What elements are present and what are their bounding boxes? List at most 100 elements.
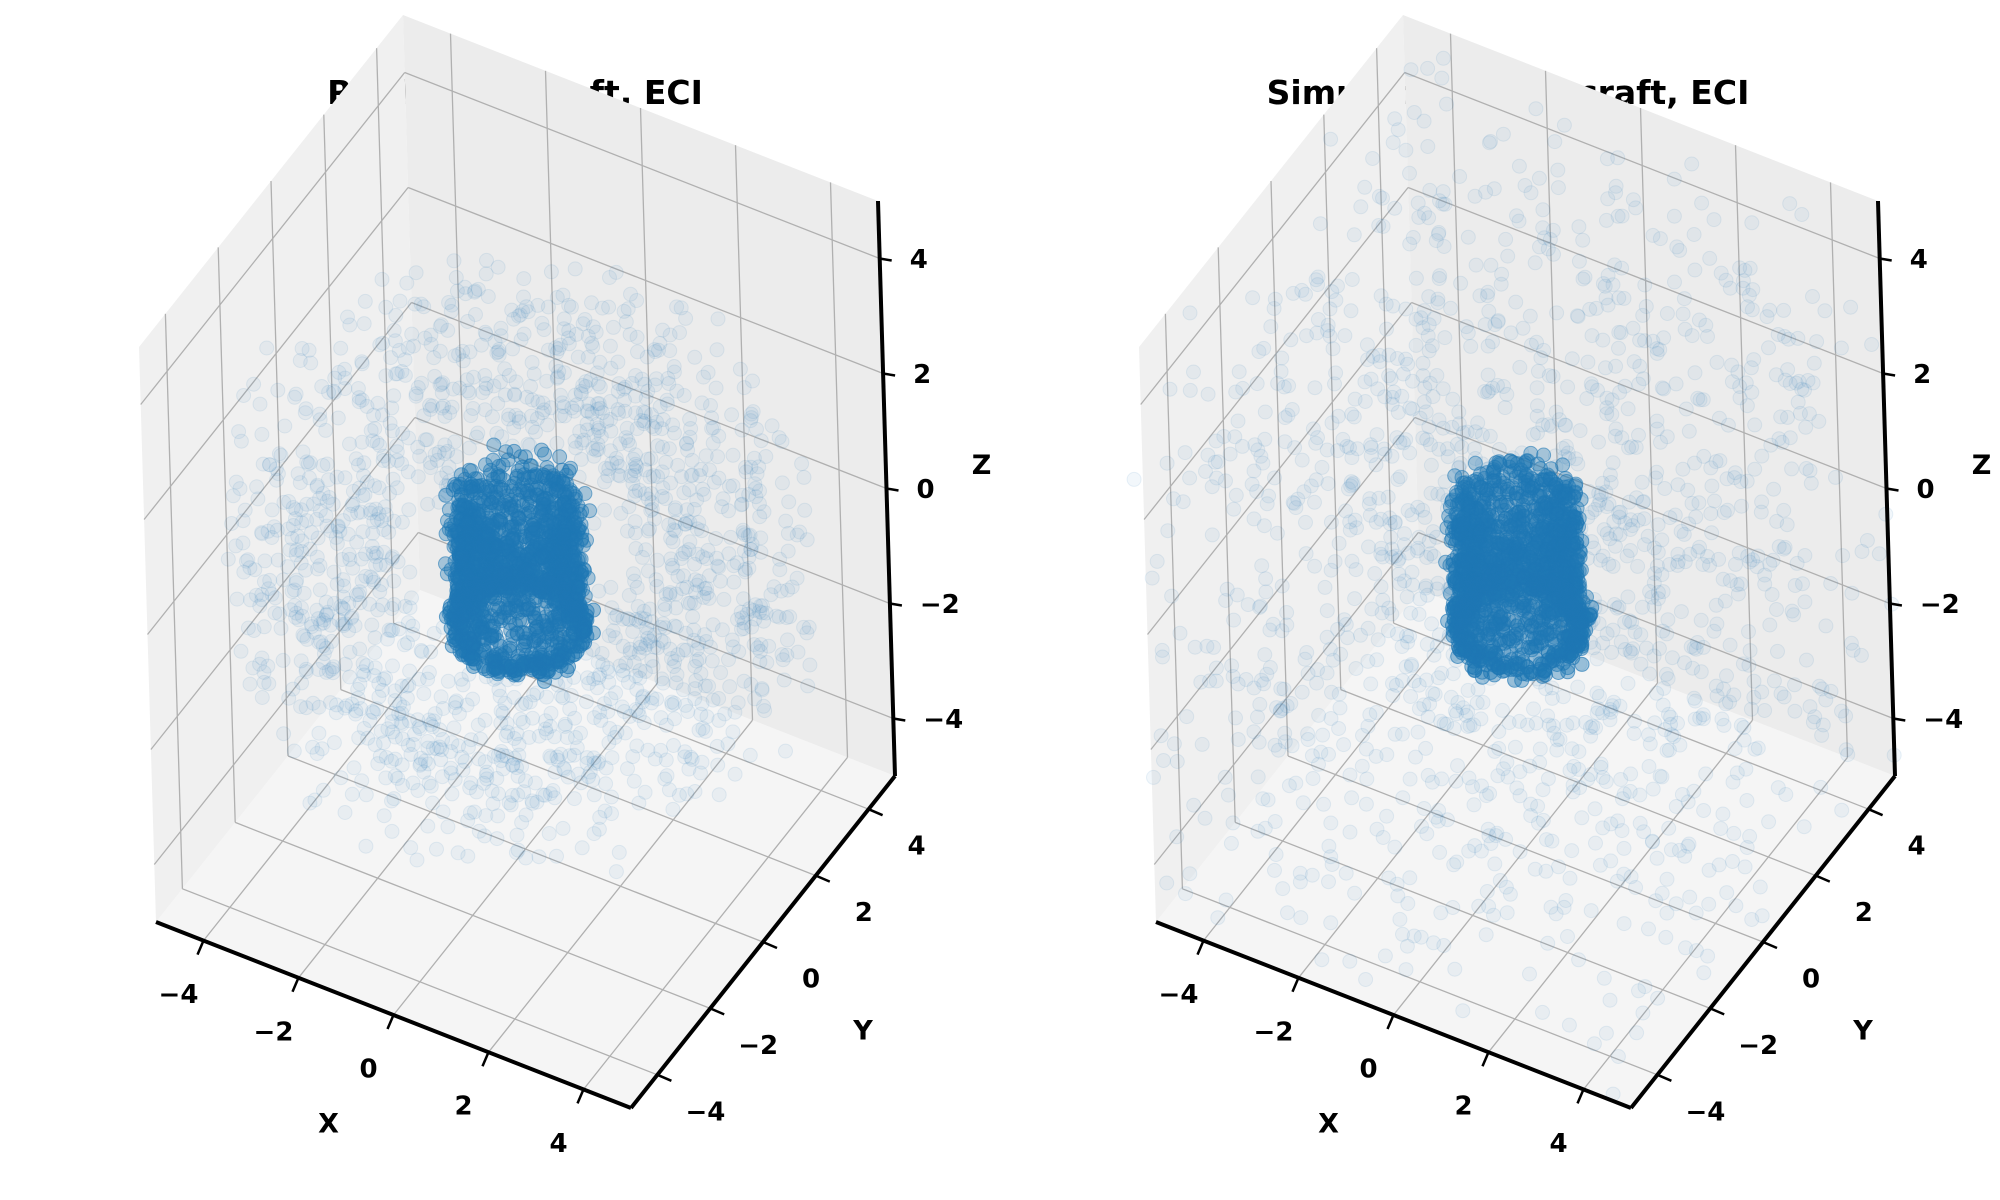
scatter-point	[725, 639, 741, 655]
scatter-point	[1766, 481, 1782, 497]
scatter-point	[1798, 461, 1814, 476]
scatter-point	[1761, 814, 1777, 830]
scatter-point	[1611, 324, 1627, 340]
scatter-point	[754, 681, 770, 697]
scatter-point	[583, 372, 598, 388]
scatter-point	[1786, 607, 1802, 623]
scatter-point	[1776, 302, 1792, 318]
scatter-point	[730, 695, 746, 711]
scatter-point	[416, 764, 432, 780]
scatter-point	[416, 299, 432, 315]
scatter-point	[640, 523, 656, 539]
scatter-point	[1776, 541, 1792, 557]
scatter-point	[479, 252, 494, 268]
scatter-point	[330, 410, 346, 426]
scatter-point	[586, 826, 602, 842]
scatter-point	[1652, 231, 1668, 247]
scatter-point	[628, 541, 644, 556]
scatter-point	[1435, 196, 1451, 212]
scatter-point	[1374, 605, 1390, 621]
x-tick-label: 2	[454, 1092, 472, 1122]
scatter-point	[351, 394, 367, 410]
scatter-point	[1696, 448, 1712, 464]
scatter-point	[1696, 965, 1712, 981]
scatter-point	[709, 342, 725, 358]
scatter-point	[1672, 242, 1688, 258]
scatter-point	[307, 792, 323, 808]
scatter-point	[402, 564, 418, 580]
scatter-point	[1359, 337, 1375, 353]
scatter-point-core	[457, 634, 473, 650]
scatter-point	[1499, 905, 1515, 921]
scatter-point	[518, 773, 533, 789]
scatter-point	[1429, 638, 1445, 654]
scatter-point	[432, 722, 448, 738]
scatter-point	[794, 456, 810, 472]
scatter-point	[611, 844, 627, 860]
scatter-point	[269, 472, 284, 488]
scatter-point	[635, 690, 651, 706]
scatter-point	[1353, 199, 1369, 215]
scatter-point	[387, 693, 403, 709]
scatter-point	[1511, 158, 1527, 174]
scatter-point	[610, 402, 626, 418]
scatter-point	[1169, 829, 1185, 845]
scatter-point	[1321, 838, 1337, 854]
scatter-point	[1809, 334, 1825, 350]
scatter-point	[1249, 376, 1265, 392]
scatter-point	[512, 307, 528, 323]
scatter-point	[660, 396, 675, 412]
scatter-point-core	[500, 602, 516, 618]
scatter-point	[360, 730, 376, 746]
scatter-point	[395, 731, 410, 747]
scatter-point	[492, 374, 508, 390]
scatter-point	[687, 784, 703, 799]
scatter-point	[632, 663, 648, 679]
scatter-point	[1548, 906, 1564, 922]
scatter-point-core	[491, 458, 507, 474]
scatter-point	[1453, 455, 1469, 471]
scatter-point	[1726, 470, 1742, 486]
scatter-point	[555, 690, 571, 706]
scatter-point	[736, 615, 752, 631]
scatter-point	[1555, 689, 1571, 705]
scatter-point	[1437, 330, 1453, 346]
scatter-point	[1422, 696, 1438, 712]
scatter-point	[399, 275, 415, 291]
scatter-point	[735, 522, 751, 538]
scatter-point	[1321, 874, 1336, 890]
scatter-point	[1547, 134, 1563, 150]
scatter-point	[612, 436, 628, 452]
scatter-point	[1246, 463, 1262, 479]
scatter-point	[524, 795, 540, 811]
z-tick-label: 4	[910, 245, 928, 275]
scatter-point	[1223, 835, 1239, 851]
scatter-point	[490, 808, 506, 824]
scatter-point	[1258, 571, 1274, 587]
scatter-point	[1599, 212, 1614, 228]
scatter-point	[515, 303, 531, 319]
scatter-point	[741, 601, 757, 617]
scatter-point	[1704, 525, 1720, 541]
scatter-point	[702, 639, 718, 655]
scatter-point	[776, 672, 792, 688]
scatter-point	[404, 326, 420, 342]
scatter-point	[1737, 859, 1753, 875]
scatter-point	[1246, 724, 1262, 740]
scatter-point	[1557, 417, 1573, 433]
scatter-point	[400, 635, 415, 651]
scatter-point	[1498, 231, 1514, 247]
scatter-point	[625, 749, 641, 765]
scatter-point	[1373, 579, 1389, 595]
scatter-point	[667, 502, 683, 518]
scatter-point	[427, 368, 443, 384]
scatter-point	[1220, 787, 1236, 803]
scatter-point	[1776, 689, 1792, 705]
scatter-point	[732, 361, 748, 377]
scatter-point	[391, 342, 407, 358]
scatter-point	[224, 516, 240, 531]
scatter-point	[333, 599, 349, 614]
scatter-point	[1701, 862, 1717, 878]
scatter-point	[460, 813, 476, 829]
scatter-point	[584, 335, 600, 351]
